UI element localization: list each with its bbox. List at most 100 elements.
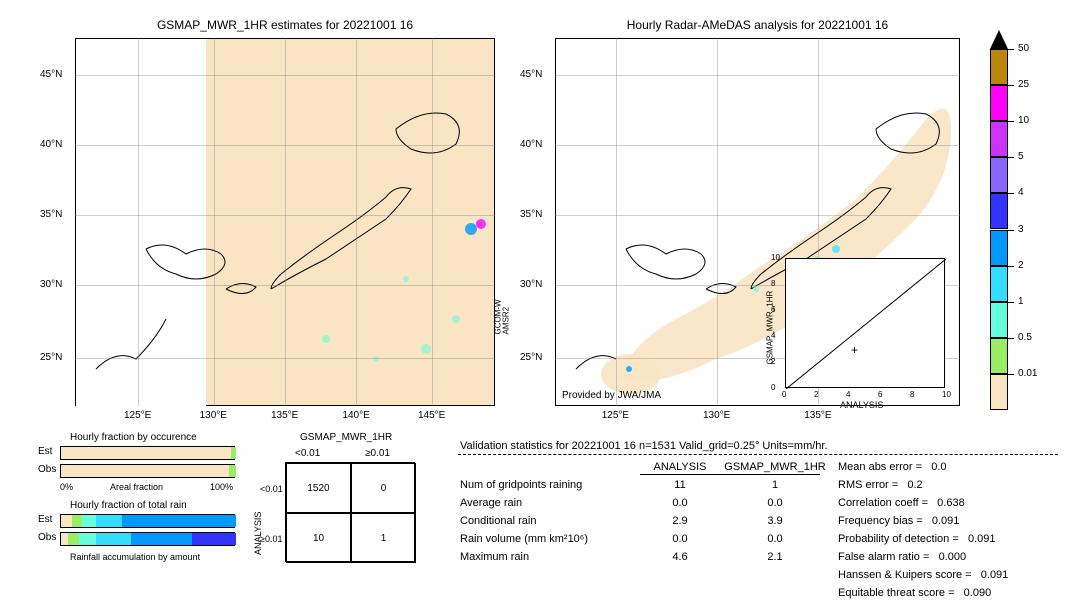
scatter-ytick-3: 6 bbox=[771, 305, 775, 314]
colorbar-seg-10 bbox=[990, 374, 1008, 410]
svg-text:+: + bbox=[851, 343, 858, 357]
val-row-0: Num of gridpoints raining111 bbox=[460, 476, 830, 494]
ml-xticks-tick-4: 145°E bbox=[418, 410, 445, 421]
tot-bars-obs-seg-1 bbox=[68, 533, 79, 545]
scatter-ytick-5: 10 bbox=[771, 253, 780, 262]
tot-bars-row-est bbox=[60, 514, 235, 528]
ml-xticks-tick-0: 125°E bbox=[124, 410, 151, 421]
colorbar-seg-1 bbox=[990, 49, 1008, 85]
colorbar-seg-8 bbox=[990, 302, 1008, 338]
contingency-col1: ≥0.01 bbox=[365, 448, 390, 459]
colorbar-label-2: 10 bbox=[1018, 115, 1029, 126]
ct-00: 1520 bbox=[286, 463, 351, 513]
mr-yticks-tick-3: 40°N bbox=[520, 139, 542, 150]
colorbar-label-5: 3 bbox=[1018, 224, 1024, 235]
scatter-xlabel: ANALYSIS bbox=[840, 400, 883, 410]
val-right-7: Equitable threat score = 0.090 bbox=[838, 584, 1068, 602]
occ-bars-est-seg-0 bbox=[61, 447, 231, 459]
val-row-4: Maximum rain4.62.1 bbox=[460, 548, 830, 566]
mr-xticks-tick-2: 135°E bbox=[804, 410, 831, 421]
scatter-ylabel: GSMAP_MWR_1HR bbox=[766, 291, 775, 365]
tot-bars-obs-seg-0 bbox=[61, 533, 68, 545]
val-row-2: Conditional rain2.93.9 bbox=[460, 512, 830, 530]
ml-xticks-tick-3: 140°E bbox=[342, 410, 369, 421]
colorbar-label-7: 1 bbox=[1018, 296, 1024, 307]
tot-bars-obs-seg-4 bbox=[131, 533, 192, 545]
val-row-1: Average rain0.00.0 bbox=[460, 494, 830, 512]
colorbar-seg-4 bbox=[990, 157, 1008, 193]
contingency-table: 1520 0 10 1 bbox=[285, 462, 415, 562]
ml-yticks-tick-3: 40°N bbox=[40, 139, 62, 150]
validation-title: Validation statistics for 20221001 16 n=… bbox=[460, 440, 828, 452]
val-right-0: Mean abs error = 0.0 bbox=[838, 458, 1068, 476]
tot-bars-est-seg-4 bbox=[122, 515, 236, 527]
sat-label-2: AMSR2 bbox=[502, 307, 511, 335]
colorbar-label-9: 0.01 bbox=[1018, 368, 1037, 379]
scatter-xtick-0: 0 bbox=[782, 390, 786, 399]
occurrence-title: Hourly fraction by occurence bbox=[70, 432, 197, 443]
occ-bars-obs-seg-0 bbox=[61, 465, 229, 477]
scatter-ytick-4: 8 bbox=[771, 279, 775, 288]
tot-bars-label-est: Est bbox=[38, 514, 52, 525]
ct-11: 1 bbox=[351, 513, 416, 563]
occurrence-xlabel: Areal fraction bbox=[110, 482, 163, 492]
occ-bars-row-est bbox=[60, 446, 235, 460]
map-right-title: Hourly Radar-AMeDAS analysis for 2022100… bbox=[555, 18, 960, 32]
occ-bars-est-seg-1 bbox=[231, 447, 236, 459]
scatter-xtick-2: 4 bbox=[846, 390, 850, 399]
colorbar-triangle bbox=[990, 30, 1008, 49]
occurrence-x0: 0% bbox=[60, 482, 73, 492]
ct-10: 10 bbox=[286, 513, 351, 563]
ml-yticks-tick-0: 25°N bbox=[40, 352, 62, 363]
tot-bars-est-seg-0 bbox=[61, 515, 72, 527]
tot-bars-obs-seg-2 bbox=[79, 533, 97, 545]
contingency-row0: <0.01 bbox=[260, 484, 283, 494]
scatter-xtick-1: 2 bbox=[814, 390, 818, 399]
val-right-1: RMS error = 0.2 bbox=[838, 476, 1068, 494]
val-right-5: False alarm ratio = 0.000 bbox=[838, 548, 1068, 566]
val-right-6: Hanssen & Kuipers score = 0.091 bbox=[838, 566, 1068, 584]
colorbar-label-0: 50 bbox=[1018, 43, 1029, 54]
provider-label: Provided by JWA/JMA bbox=[562, 390, 661, 401]
colorbar-seg-6 bbox=[990, 230, 1008, 266]
total-title: Hourly fraction of total rain bbox=[70, 500, 187, 511]
colorbar-seg-2 bbox=[990, 85, 1008, 121]
scatter-xtick-3: 6 bbox=[878, 390, 882, 399]
mr-xticks-tick-1: 130°E bbox=[703, 410, 730, 421]
val-col1: GSMAP_MWR_1HR bbox=[720, 461, 830, 473]
ml-yticks-tick-2: 35°N bbox=[40, 209, 62, 220]
occ-bars-label-obs: Obs bbox=[38, 464, 56, 475]
map-left-title: GSMAP_MWR_1HR estimates for 20221001 16 bbox=[75, 18, 495, 32]
contingency-title: GSMAP_MWR_1HR bbox=[300, 432, 392, 443]
ml-xticks-tick-2: 135°E bbox=[271, 410, 298, 421]
tot-bars-row-obs bbox=[60, 532, 235, 546]
occ-bars-label-est: Est bbox=[38, 446, 52, 457]
tot-bars-label-obs: Obs bbox=[38, 532, 56, 543]
scatter-xtick-4: 8 bbox=[910, 390, 914, 399]
contingency-col0: <0.01 bbox=[295, 448, 320, 459]
val-right-2: Correlation coeff = 0.638 bbox=[838, 494, 1068, 512]
occ-bars-obs-seg-1 bbox=[229, 465, 236, 477]
ct-01: 0 bbox=[351, 463, 416, 513]
tot-bars-est-seg-2 bbox=[82, 515, 96, 527]
colorbar-seg-3 bbox=[990, 121, 1008, 157]
occ-bars-row-obs bbox=[60, 464, 235, 478]
ml-yticks-tick-4: 45°N bbox=[40, 69, 62, 80]
mr-yticks-tick-0: 25°N bbox=[520, 352, 542, 363]
scatter-ytick-2: 4 bbox=[771, 331, 775, 340]
colorbar-label-4: 4 bbox=[1018, 187, 1024, 198]
val-col0: ANALYSIS bbox=[640, 461, 720, 473]
tot-bars-obs-seg-3 bbox=[96, 533, 131, 545]
mr-yticks-tick-4: 45°N bbox=[520, 69, 542, 80]
validation-right-table: Mean abs error = 0.0RMS error = 0.2Corre… bbox=[838, 458, 1068, 602]
mr-yticks-tick-1: 30°N bbox=[520, 279, 542, 290]
colorbar bbox=[990, 30, 1008, 410]
tot-bars-est-seg-3 bbox=[96, 515, 122, 527]
mr-yticks-tick-2: 35°N bbox=[520, 209, 542, 220]
ml-xticks-tick-1: 130°E bbox=[200, 410, 227, 421]
ml-yticks-tick-1: 30°N bbox=[40, 279, 62, 290]
colorbar-seg-9 bbox=[990, 338, 1008, 374]
colorbar-label-8: 0.5 bbox=[1018, 332, 1032, 343]
scatter-ytick-0: 0 bbox=[771, 383, 775, 392]
colorbar-seg-5 bbox=[990, 193, 1008, 229]
